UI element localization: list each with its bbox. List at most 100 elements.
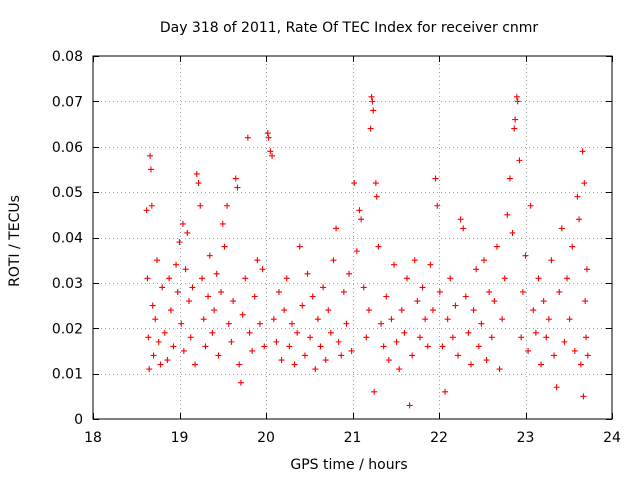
y-tick-label: 0.01 [52,367,83,383]
data-point [483,357,490,364]
data-point [149,302,156,309]
x-tick-label: 22 [430,430,448,446]
data-point [388,316,395,323]
data-point [371,388,378,395]
data-point [398,307,405,314]
data-point [470,307,477,314]
data-point [460,225,467,232]
data-point [166,275,173,282]
data-point [179,220,186,227]
y-tick-label: 0 [74,412,83,428]
data-point [148,202,155,209]
data-point [522,252,529,259]
data-point [583,334,590,341]
data-point [383,293,390,300]
data-point [511,125,518,132]
data-point [264,130,271,137]
data-point [360,284,367,291]
data-point [147,166,154,173]
data-point [330,257,337,264]
data-point [436,288,443,295]
data-point [427,261,434,268]
data-point [375,243,382,250]
data-point [267,148,274,155]
data-point [228,338,235,345]
data-point [491,298,498,305]
data-point [221,243,228,250]
data-point [396,366,403,373]
data-point [161,329,168,336]
data-point [583,266,590,273]
data-point [452,302,459,309]
data-point [174,288,181,295]
data-point [480,257,487,264]
data-point [281,307,288,314]
x-tick-label: 24 [603,430,621,446]
data-point [232,175,239,182]
data-point [504,211,511,218]
data-point [155,338,162,345]
data-point [178,320,185,327]
data-point [556,288,563,295]
data-point [429,307,436,314]
data-point [144,275,151,282]
data-point [340,288,347,295]
y-tick-label: 0.05 [52,185,83,201]
data-point [286,343,293,350]
data-point [411,257,418,264]
data-point [501,275,508,282]
data-point [516,157,523,164]
data-point [422,316,429,323]
data-point [186,298,193,305]
data-point [434,202,441,209]
data-point [157,361,164,368]
data-point [532,329,539,336]
data-point [261,343,268,350]
data-point [249,347,256,354]
data-point [200,316,207,323]
data-point [447,275,454,282]
data-point [236,361,243,368]
data-point [327,329,334,336]
data-point [566,316,573,323]
data-point [496,366,503,373]
data-point [275,288,282,295]
data-point [205,293,212,300]
x-tick-label: 18 [84,430,102,446]
data-point [363,334,370,341]
data-point [403,275,410,282]
data-point [393,338,400,345]
data-point [558,225,565,232]
data-point [553,384,560,391]
data-point [299,302,306,309]
data-point [246,329,253,336]
data-point [145,334,152,341]
data-point [278,357,285,364]
x-axis-label: GPS time / hours [290,457,407,473]
data-point [576,216,583,223]
data-point [192,361,199,368]
y-tick-label: 0.04 [52,231,83,247]
data-point [309,293,316,300]
data-point [538,361,545,368]
data-point [193,170,200,177]
data-point [173,261,180,268]
data-point [346,270,353,277]
data-point [307,334,314,341]
data-point [294,329,301,336]
data-point [455,352,462,359]
data-point [545,316,552,323]
data-point [478,320,485,327]
data-point [548,257,555,264]
y-tick-labels: 0 0.01 0.02 0.03 0.04 0.05 0.06 0.07 0.08 [52,49,83,428]
data-point [348,347,355,354]
data-point [449,334,456,341]
data-point [273,338,280,345]
data-point [219,220,226,227]
data-point [251,293,258,300]
data-point [301,352,308,359]
data-point [325,307,332,314]
data-point [365,307,372,314]
data-point [561,338,568,345]
data-point [296,243,303,250]
